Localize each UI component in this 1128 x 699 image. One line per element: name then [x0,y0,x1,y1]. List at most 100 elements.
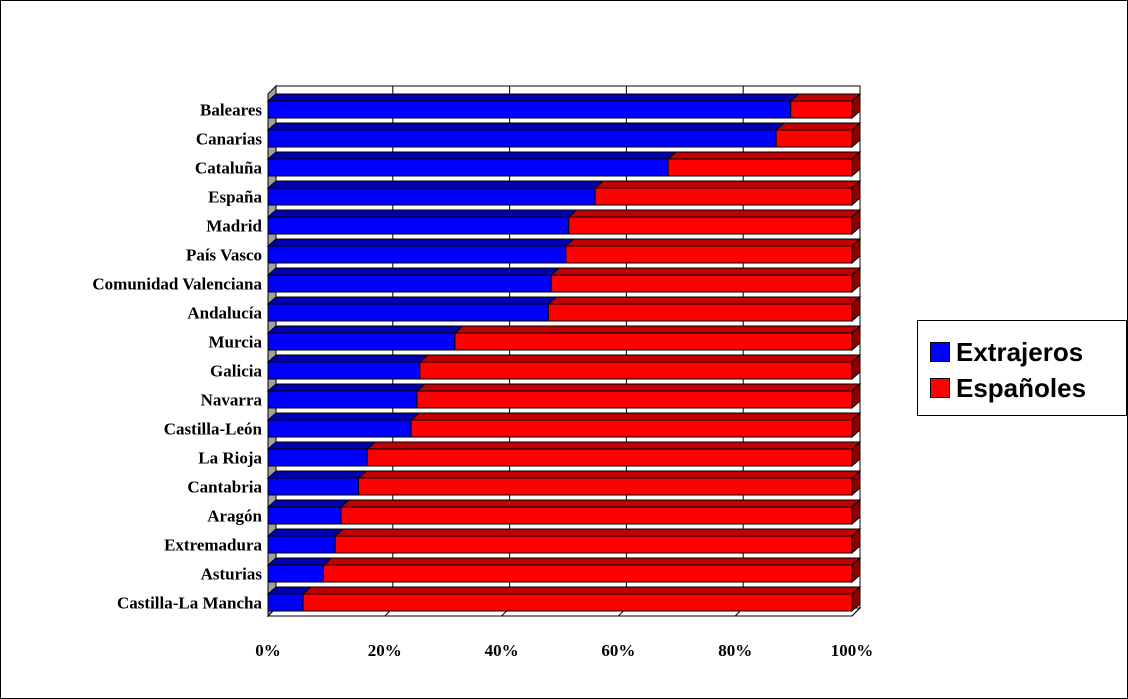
bar-group-pais-vasco [266,237,862,265]
bar-top-espanoles-canarias [774,122,862,131]
category-label-asturias: Asturias [201,565,263,584]
bar-side-espanoles-asturias [851,556,861,584]
bar-top-extrajeros-navarra [266,383,427,392]
bar-side-espanoles-la-rioja [851,440,861,468]
legend-entry-espanoles: Españoles [930,373,1086,403]
x-tick-label-0: 0% [255,641,281,660]
legend-label-espanoles: Españoles [956,372,1087,403]
bar-group-castilla-la-mancha [266,585,862,613]
bar-espanoles-castilla-la-mancha [302,593,853,612]
category-label-madrid: Madrid [206,217,262,236]
bar-top-espanoles-galicia [418,354,862,363]
legend-entry-extrajeros: Extrajeros [930,337,1083,367]
bar-espanoles-baleares [790,100,853,119]
bar-top-extrajeros-andalucia [266,296,558,305]
bar-espanoles-extremadura [334,535,853,554]
bar-side-espanoles-cantabria [851,469,861,497]
bar-extrajeros-extremadura [267,535,336,554]
category-label-la-rioja: La Rioja [198,449,262,468]
category-label-murcia: Murcia [208,333,262,352]
bar-side-espanoles-galicia [851,353,861,381]
bar-top-espanoles-baleares [789,93,862,102]
bar-group-galicia [266,353,862,381]
category-label-cantabria: Cantabria [187,478,262,497]
bar-side-espanoles-canarias [851,121,861,149]
bar-extrajeros-comunidad-valenciana [267,274,552,293]
bar-top-extrajeros-cataluna [266,151,678,160]
bar-extrajeros-castilla-leon [267,419,412,438]
bar-espanoles-canarias [775,129,853,148]
bar-espanoles-asturias [322,564,853,583]
bar-espanoles-pais-vasco [565,245,853,264]
bar-top-extrajeros-murcia [266,325,465,334]
bar-top-espanoles-castilla-leon [409,412,862,421]
bar-top-extrajeros-espana [266,180,605,189]
bar-espanoles-aragon [340,506,853,525]
x-tick-labels: 0% 20% 40% 60% 80% 100% [255,641,873,660]
legend: Extrajeros Españoles [917,320,1127,416]
bar-group-comunidad-valenciana [266,266,862,294]
bar-top-extrajeros-extremadura [266,528,345,537]
bar-extrajeros-la-rioja [267,448,368,467]
bar-top-extrajeros-aragon [266,499,351,508]
bar-espanoles-espana [594,187,853,206]
bar-group-madrid [266,208,862,236]
bar-top-espanoles-pais-vasco [564,238,862,247]
bar-side-espanoles-castilla-la-mancha [851,585,861,613]
bar-extrajeros-murcia [267,332,456,351]
bar-top-espanoles-murcia [453,325,862,334]
bar-group-cataluna [266,150,862,178]
bar-top-espanoles-aragon [339,499,862,508]
bar-top-extrajeros-comunidad-valenciana [266,267,561,276]
category-label-comunidad-valenciana: Comunidad Valenciana [92,275,262,294]
bar-extrajeros-aragon [267,506,342,525]
floor-gridline [851,607,861,617]
bar-side-espanoles-cataluna [851,150,861,178]
bar-extrajeros-baleares [267,100,792,119]
category-label-canarias: Canarias [196,130,263,149]
bar-top-espanoles-navarra [415,383,862,392]
bar-extrajeros-cantabria [267,477,360,496]
bar-extrajeros-canarias [267,129,777,148]
category-label-pais-vasco: País Vasco [186,246,262,265]
bar-side-espanoles-murcia [851,324,861,352]
bar-espanoles-navarra [416,390,853,409]
category-label-cataluna: Cataluña [195,159,263,178]
bar-top-espanoles-asturias [322,557,862,566]
bar-espanoles-la-rioja [366,448,853,467]
bar-extrajeros-navarra [267,390,418,409]
bar-group-espana [266,179,862,207]
bar-espanoles-comunidad-valenciana [550,274,853,293]
x-tick-label-4: 80% [718,641,752,660]
category-label-baleares: Baleares [200,101,262,120]
bar-top-espanoles-andalucia [546,296,862,305]
bar-top-extrajeros-asturias [266,557,333,566]
bar-espanoles-madrid [568,216,853,235]
bar-top-extrajeros-pais-vasco [266,238,576,247]
bar-top-espanoles-madrid [567,209,862,218]
legend-swatch-espanoles [930,378,950,398]
bar-group-canarias [266,121,862,149]
bar-extrajeros-andalucia [267,303,549,322]
bar-top-espanoles-extremadura [333,528,862,537]
bar-side-espanoles-baleares [851,92,861,120]
category-label-aragon: Aragón [207,507,262,526]
bar-extrajeros-pais-vasco [267,245,567,264]
category-label-castilla-leon: Castilla-León [164,420,263,439]
bar-espanoles-andalucia [547,303,853,322]
bar-side-espanoles-castilla-leon [851,411,861,439]
bar-side-espanoles-pais-vasco [851,237,861,265]
bar-espanoles-cantabria [358,477,853,496]
bar-top-espanoles-comunidad-valenciana [549,267,862,276]
x-tick-label-5: 100% [831,641,874,660]
bar-top-extrajeros-cantabria [266,470,368,479]
bar-group-baleares [266,92,862,120]
bar-espanoles-cataluna [667,158,853,177]
x-tick-label-3: 60% [601,641,635,660]
category-label-espana: España [208,188,262,207]
bar-group-navarra [266,382,862,410]
category-label-extremadura: Extremadura [164,536,262,555]
bar-top-extrajeros-galicia [266,354,430,363]
bar-side-espanoles-andalucia [851,295,861,323]
